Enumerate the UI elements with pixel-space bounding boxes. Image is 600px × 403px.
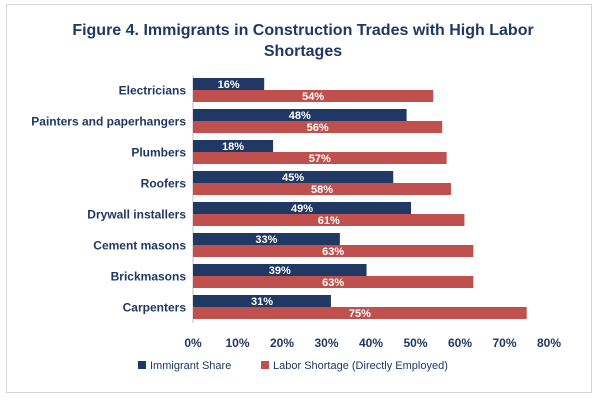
category-label: Roofers	[141, 177, 187, 191]
x-tick-label: 30%	[314, 336, 338, 350]
chart-title-line-1: Figure 4. Immigrants in Construction Tra…	[72, 22, 533, 39]
category-label: Brickmasons	[111, 270, 187, 284]
x-tick-label: 40%	[359, 336, 383, 350]
labor-shortage-bar	[193, 183, 452, 195]
x-tick-label: 50%	[403, 336, 427, 350]
labor-shortage-data-label: 58%	[311, 184, 333, 196]
immigrant-share-bar	[193, 295, 331, 307]
immigrant-share-bar	[193, 140, 274, 152]
x-tick-label: 80%	[537, 336, 561, 350]
plot-area: Electricians 16% 54% Painters and paperhang…	[31, 75, 561, 350]
labor-shortage-data-label: 75%	[349, 308, 371, 320]
immigrant-share-bar	[193, 264, 367, 276]
labor-shortage-bar	[193, 90, 434, 102]
category-label: Electricians	[119, 84, 187, 98]
immigrant-share-bar	[193, 171, 394, 183]
x-tick-label: 0%	[184, 336, 202, 350]
category-label: Plumbers	[131, 146, 186, 160]
immigrant-share-data-label: 33%	[255, 234, 277, 246]
category-label: Painters and paperhangers	[31, 115, 186, 129]
labor-shortage-data-label: 56%	[307, 122, 329, 134]
legend-swatch-immigrant-share	[138, 361, 146, 369]
labor-shortage-bar	[193, 152, 447, 164]
category-label: Drywall installers	[87, 208, 186, 222]
immigrant-share-data-label: 49%	[291, 203, 313, 215]
labor-shortage-bar	[193, 276, 474, 288]
immigrant-share-data-label: 45%	[282, 172, 304, 184]
labor-shortage-data-label: 63%	[322, 246, 344, 258]
chart-title-line-2: Shortages	[264, 43, 342, 60]
immigrant-share-bar	[193, 78, 265, 90]
legend-label-immigrant-share: Immigrant Share	[150, 360, 231, 372]
labor-shortage-data-label: 54%	[302, 91, 324, 103]
x-tick-label: 60%	[448, 336, 472, 350]
labor-shortage-bar	[193, 307, 527, 319]
labor-shortage-data-label: 61%	[318, 215, 340, 227]
immigrant-share-bar	[193, 109, 407, 121]
x-tick-label: 20%	[270, 336, 294, 350]
x-tick-label: 10%	[225, 336, 249, 350]
immigrant-share-data-label: 48%	[289, 110, 311, 122]
labor-shortage-bar	[193, 245, 474, 257]
chart-frame: Figure 4. Immigrants in Construction Tra…	[6, 4, 592, 393]
legend-label-labor-shortage: Labor Shortage (Directly Employed)	[273, 360, 448, 372]
immigrant-share-data-label: 39%	[269, 265, 291, 277]
labor-shortage-bar	[193, 214, 465, 226]
immigrant-share-data-label: 18%	[222, 141, 244, 153]
legend-swatch-labor-shortage	[261, 361, 269, 369]
x-tick-label: 70%	[492, 336, 516, 350]
legend: Immigrant Share Labor Shortage (Directly …	[138, 360, 448, 372]
immigrant-share-bar	[193, 202, 412, 214]
immigrant-share-bar	[193, 233, 340, 245]
labor-shortage-bar	[193, 121, 443, 133]
category-label: Carpenters	[123, 301, 187, 315]
labor-shortage-data-label: 57%	[309, 153, 331, 165]
category-label: Cement masons	[93, 239, 186, 253]
bar-chart: Figure 4. Immigrants in Construction Tra…	[31, 22, 561, 372]
immigrant-share-data-label: 16%	[218, 79, 240, 91]
immigrant-share-data-label: 31%	[251, 296, 273, 308]
labor-shortage-data-label: 63%	[322, 277, 344, 289]
